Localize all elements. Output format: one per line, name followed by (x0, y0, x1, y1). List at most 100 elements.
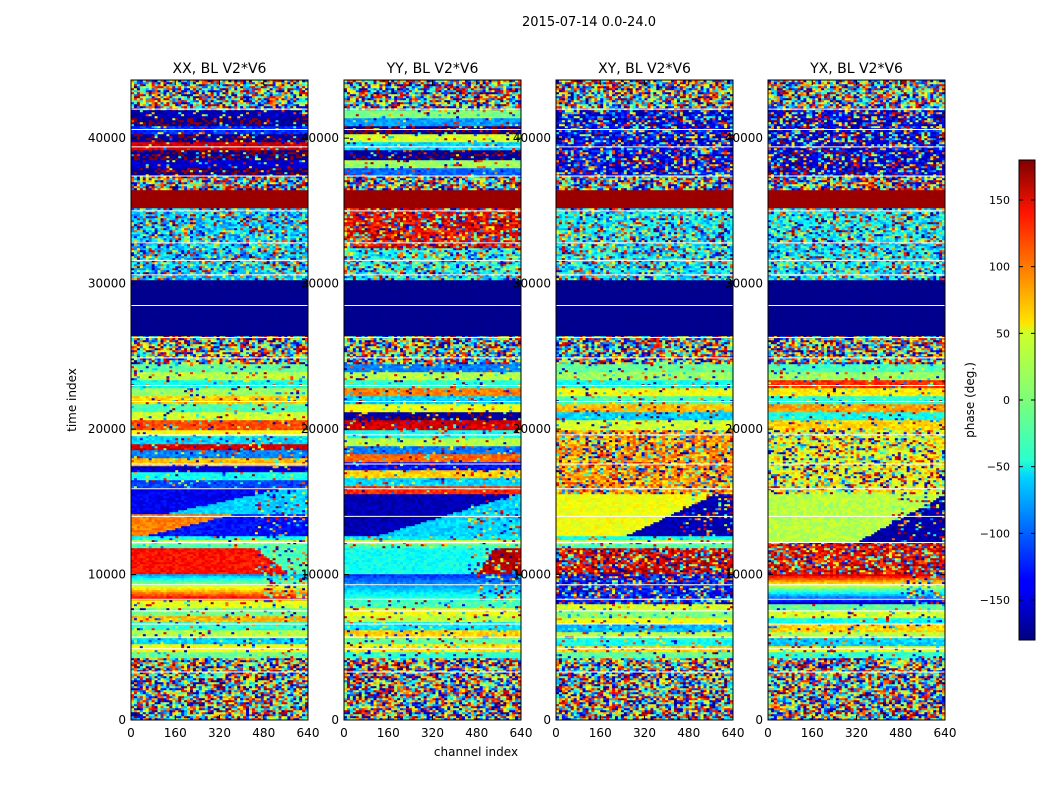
heatmap-cell (166, 710, 169, 712)
heatmap-cell (214, 716, 217, 718)
heatmap-cell (234, 706, 237, 708)
heatmap-cell (252, 710, 255, 712)
heatmap-cell (166, 702, 169, 704)
heatmap-cell (137, 714, 140, 716)
heatmap-cell (175, 714, 178, 716)
heatmap-cell (243, 712, 246, 714)
heatmap-cell (143, 716, 146, 718)
heatmap-cell (175, 716, 178, 718)
heatmap-cell (205, 706, 208, 708)
heatmap-cell (158, 708, 161, 710)
heatmap-cell (240, 704, 243, 706)
heatmap-cell (140, 706, 143, 708)
heatmap-cell (134, 704, 137, 706)
heatmap-cell (146, 714, 149, 716)
heatmap-cell (208, 710, 211, 712)
heatmap-cell (202, 704, 205, 706)
heatmap-cell (214, 704, 217, 706)
heatmap-cell (169, 704, 172, 706)
heatmap-cell (252, 708, 255, 710)
heatmap-cell (158, 712, 161, 714)
heatmap-cell (252, 716, 255, 718)
heatmap-cell (187, 702, 190, 704)
figure-suptitle: 2015-07-14 0.0-24.0 (522, 15, 656, 30)
heatmap-cell (214, 708, 217, 710)
heatmap-cell (225, 708, 228, 710)
heatmap-cell (234, 716, 237, 718)
heatmap-cell (190, 702, 193, 704)
heatmap-cell (281, 712, 287, 714)
heatmap-cell (181, 714, 184, 716)
heatmap-cell (217, 702, 220, 704)
heatmap-cell (217, 712, 220, 714)
heatmap-cell (258, 710, 261, 712)
heatmap-cell (270, 708, 273, 710)
heatmap-cell (228, 716, 231, 718)
heatmap-cell (190, 706, 193, 708)
heatmap-cell (202, 710, 205, 712)
heatmap-cell (178, 712, 181, 714)
heatmap-cell (137, 712, 140, 714)
heatmap-cell (190, 714, 193, 716)
heatmap-cell (199, 704, 202, 706)
heatmap-cell (140, 714, 143, 716)
heatmap-cell (199, 714, 202, 716)
heatmap-cell (281, 704, 284, 706)
heatmap-cell (184, 708, 187, 710)
heatmap-cell (246, 708, 249, 710)
heatmap-cell (258, 702, 261, 704)
heatmap-cell (293, 708, 296, 710)
heatmap-cell (163, 704, 166, 706)
heatmap-cell (293, 704, 296, 706)
heatmap-cell (199, 706, 202, 708)
heatmap-cell (276, 706, 279, 708)
heatmap-cell (146, 708, 149, 710)
heatmap-cell (217, 710, 220, 712)
heatmap-cell (131, 712, 134, 714)
heatmap-cell (273, 710, 276, 712)
heatmap-cell (225, 704, 228, 706)
heatmap-cell (155, 702, 158, 704)
heatmap-cell (163, 710, 166, 712)
heatmap-cell (228, 706, 231, 708)
heatmap-cell (202, 712, 205, 714)
heatmap-cell (276, 714, 279, 716)
heatmap-cell (202, 702, 205, 704)
heatmap-cell (158, 706, 161, 708)
heatmap-cell (202, 708, 205, 710)
heatmap-cell (290, 708, 293, 710)
heatmap-cell (296, 704, 299, 706)
heatmap-cell (137, 710, 140, 712)
heatmap-cell (155, 706, 158, 708)
heatmap-cell (193, 704, 196, 706)
heatmap-cell (178, 710, 181, 712)
heatmap-cell (178, 716, 181, 718)
heatmap-cell (161, 704, 164, 706)
heatmap-cell (237, 702, 240, 704)
heatmap-cell (175, 710, 178, 712)
heatmap-cell (243, 708, 246, 710)
heatmap-cell (149, 712, 152, 714)
y-axis-label: time index (65, 368, 79, 432)
heatmap-cell (146, 704, 149, 706)
heatmap-cell (187, 716, 190, 718)
heatmap-cell (211, 710, 214, 712)
heatmap-cell (302, 708, 305, 710)
heatmap-cell (287, 704, 290, 706)
heatmap-cell (155, 704, 158, 706)
heatmap-cell (143, 714, 146, 716)
heatmap-cell (187, 704, 190, 706)
heatmap-cell (208, 712, 211, 714)
heatmap-cell (190, 708, 193, 710)
heatmap-cell (211, 706, 214, 708)
heatmap-cell (287, 712, 290, 714)
heatmap-cell (302, 704, 305, 706)
heatmap-cell (281, 716, 284, 718)
heatmap-cell (211, 714, 214, 716)
heatmap-cell (149, 708, 152, 710)
heatmap-cell (208, 702, 211, 704)
heatmap-cell (134, 706, 137, 708)
heatmap-cell (220, 704, 223, 706)
heatmap-cell (228, 710, 231, 712)
heatmap-cell (249, 708, 252, 710)
